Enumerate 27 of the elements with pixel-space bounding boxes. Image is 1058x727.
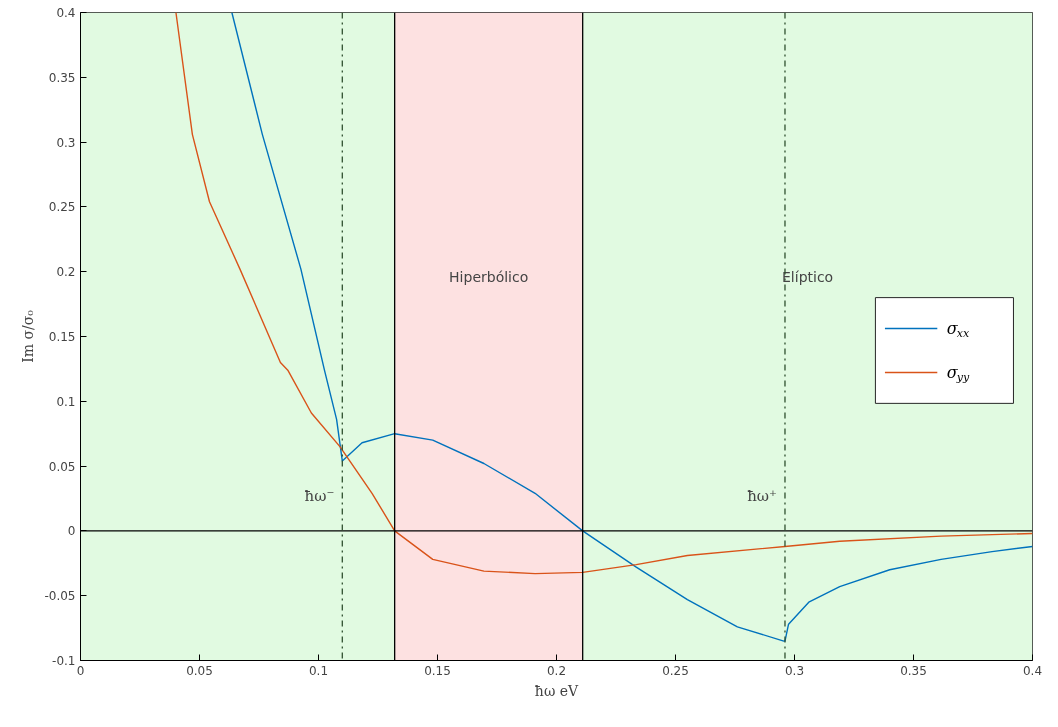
x-tick-label: 0.2 [546,663,567,678]
y-tick-label: 0.3 [56,135,76,150]
x-tick-label: 0.1 [308,663,329,678]
x-tick-label: 0.25 [662,663,689,678]
y-tick-label: 0.2 [56,265,76,280]
x-tick-label: 0.15 [424,663,451,678]
band-label: Elíptico [782,268,834,285]
band-label: Hiperbólico [449,268,529,285]
y-tick-label: 0.1 [56,394,76,409]
ref-line-label: ħω⁺ [747,486,777,505]
y-tick-label: 0.05 [48,459,76,474]
y-tick-label: 0.35 [48,70,76,85]
ref-line-label: ħω⁻ [304,486,335,505]
y-tick-label: 0.4 [56,6,76,20]
y-axis-title: Im σ/σ₀ [20,309,37,363]
y-tick-label: 0.25 [48,200,76,215]
y-tick-label: 0.15 [48,330,76,344]
line-series [175,12,1033,575]
x-tick-label: 0.35 [900,663,927,678]
y-tick-label: 0 [67,524,76,539]
x-axis-title: ħω eV [534,682,580,699]
x-tick-label: 0.4 [1022,663,1043,678]
y-tick-label: -0.1 [52,654,76,668]
line-series [231,12,1033,642]
y-tick-label: -0.05 [44,589,76,604]
x-tick-label: 0.05 [186,663,213,678]
x-tick-label: 0.3 [784,663,805,678]
